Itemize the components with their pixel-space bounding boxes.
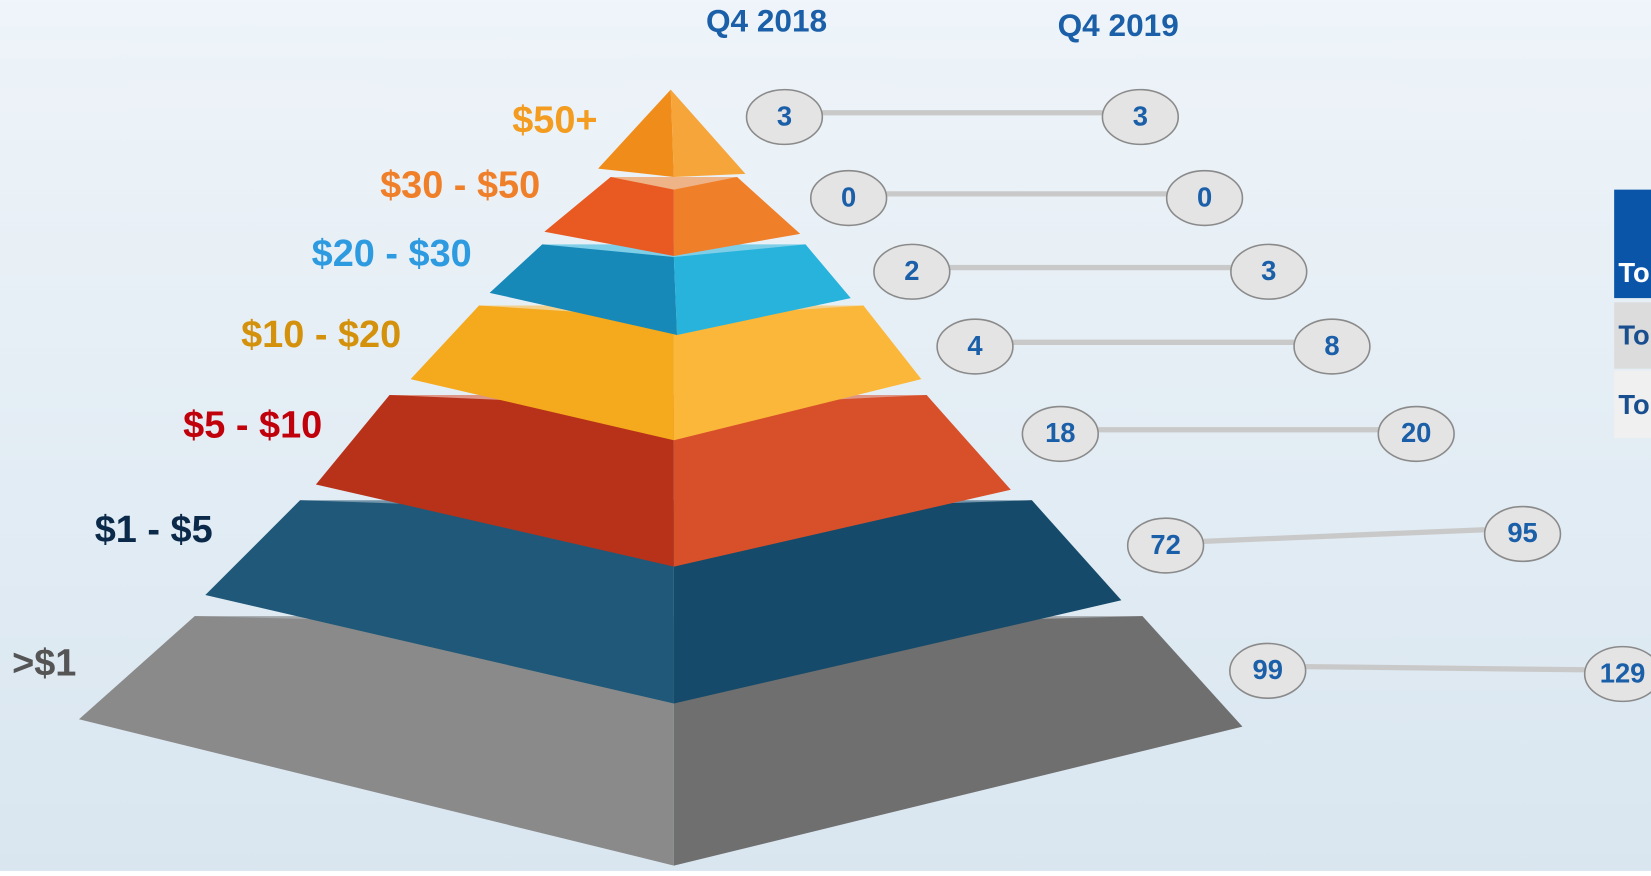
value-label: 18 (1045, 417, 1075, 448)
value-label: 2 (904, 255, 919, 286)
table: To To To (1614, 190, 1651, 438)
tier-label: $50+ (512, 99, 597, 141)
connector (1306, 667, 1585, 670)
slide: Q4 2018 Q4 2019 $50+ $30 - $50 $20 - $30 $1… (0, 0, 1651, 871)
value-label: 20 (1401, 417, 1431, 448)
tier-label: $20 - $30 (312, 233, 472, 275)
value-label: 3 (1261, 255, 1276, 286)
tier-label: $30 - $50 (380, 165, 540, 207)
table-cell: To (1618, 319, 1649, 350)
value-label: 0 (841, 181, 856, 212)
value-label: 4 (967, 330, 983, 361)
value-label: 72 (1150, 529, 1180, 560)
value-label: 0 (1197, 181, 1212, 212)
value-label: 3 (777, 100, 792, 131)
tier-label: $1 - $5 (95, 509, 213, 551)
value-label: 95 (1507, 517, 1537, 548)
value-label: 8 (1324, 330, 1339, 361)
column-header: Q4 2018 (706, 3, 827, 39)
tier-label: >$1 (12, 643, 76, 685)
table-cell: To (1618, 257, 1649, 288)
value-label: 3 (1133, 100, 1148, 131)
column-header: Q4 2019 (1058, 7, 1179, 43)
value-label: 99 (1253, 654, 1283, 685)
value-label: 129 (1600, 657, 1646, 688)
tier-label: $5 - $10 (183, 405, 322, 447)
tier-label: $10 - $20 (241, 314, 401, 356)
table-cell: To (1618, 389, 1649, 420)
